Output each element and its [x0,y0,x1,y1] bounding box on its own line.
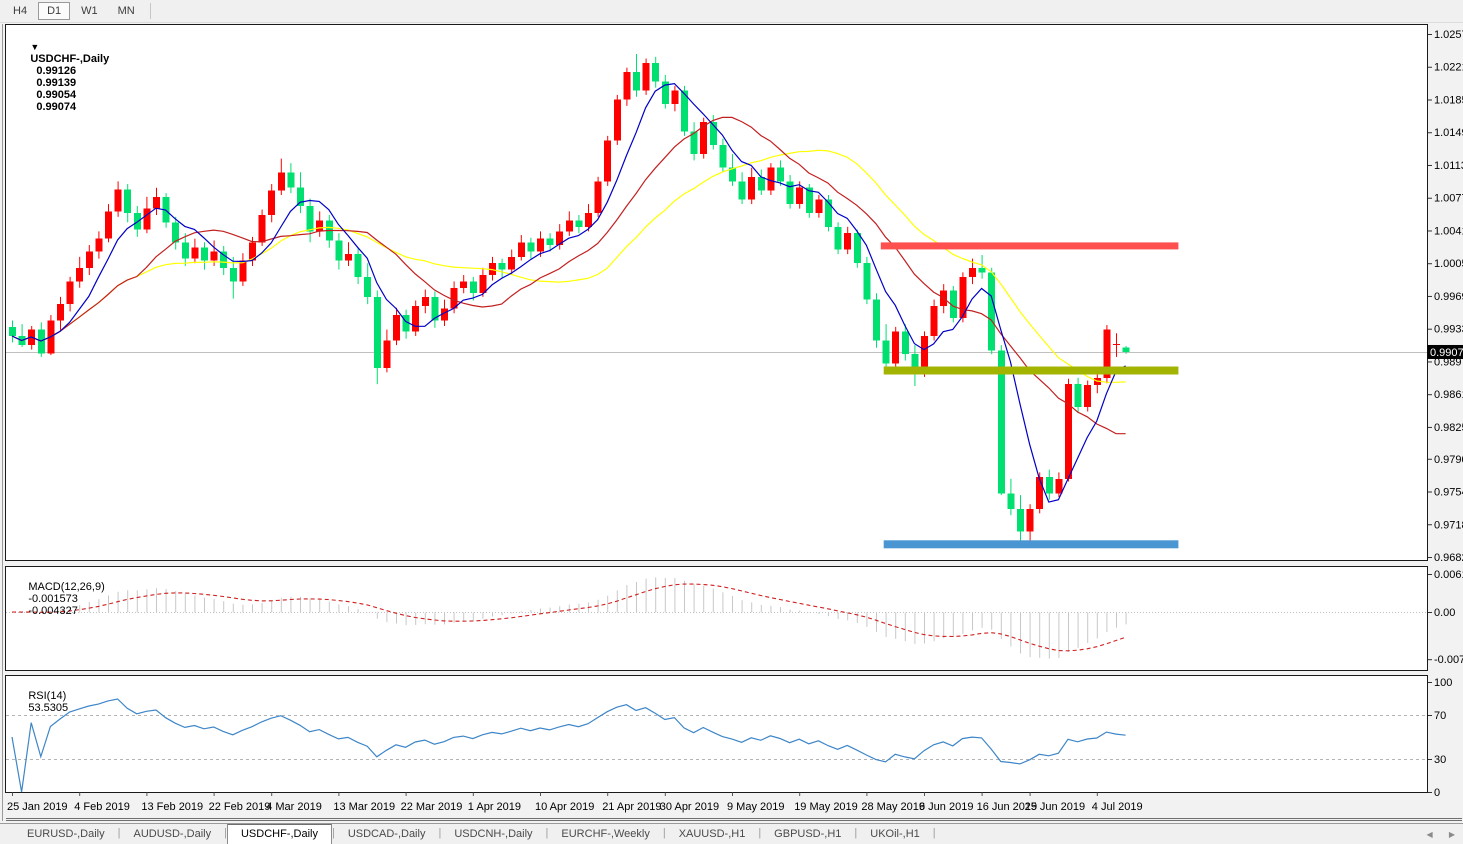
tab-scroll-right-icon[interactable]: ▶ [1448,830,1455,839]
toolbar-separator [149,3,151,19]
svg-text:0.98970: 0.98970 [1434,356,1463,368]
svg-text:0: 0 [1434,787,1440,799]
tab-usdcad-daily[interactable]: USDCAD-,Daily [347,828,426,840]
svg-text:10 Apr 2019: 10 Apr 2019 [535,801,594,813]
svg-text:22 Feb 2019: 22 Feb 2019 [209,801,271,813]
svg-text:13 Mar 2019: 13 Mar 2019 [333,801,395,813]
svg-text:0.97540: 0.97540 [1434,487,1463,499]
svg-text:9 May 2019: 9 May 2019 [727,801,784,813]
resistance-line [880,242,1179,250]
svg-text:0.99074: 0.99074 [1430,347,1463,359]
tab-ukoil-h1[interactable]: UKOil-,H1 [870,828,920,840]
svg-text:1.01130: 1.01130 [1434,160,1463,172]
timeframe-button-w1[interactable]: W1 [81,5,98,17]
tab-audusd-daily[interactable]: AUDUSD-,Daily [133,828,212,840]
drawn-level-lines [880,242,1179,549]
timeframe-button-d1[interactable]: D1 [38,2,71,20]
svg-text:1.01850: 1.01850 [1434,94,1463,106]
svg-text:16 Jun 2019: 16 Jun 2019 [977,801,1038,813]
tab-scroll-left-icon[interactable]: ◀ [1426,830,1433,839]
tab-separator: | [854,827,858,839]
svg-text:100: 100 [1434,677,1452,689]
macd-signal-line [11,583,1126,652]
pane-frames [2,24,1462,821]
svg-text:13 Feb 2019: 13 Feb 2019 [141,801,203,813]
price-axis: 1.02570 1.02210 1.01850 1.01490 1.01130 1.007… [1427,29,1463,564]
svg-text:28 May 2019: 28 May 2019 [861,801,925,813]
tab-usdcnh-daily[interactable]: USDCNH-,Daily [454,828,533,840]
macd-pane: 0.00613 0.00 -0.00761 [6,569,1463,666]
timeframe-button-h4[interactable]: H4 [13,5,28,17]
chart-area[interactable]: 1.02570 1.02210 1.01850 1.01490 1.01130 1.007… [0,23,1463,823]
svg-text:6 Jun 2019: 6 Jun 2019 [919,801,973,813]
current-price-tag: 0.99074 [1427,344,1463,359]
svg-text:1.00770: 1.00770 [1434,193,1463,205]
date-axis: 25 Jan 2019 4 Feb 2019 13 Feb 2019 22 Feb 2… [7,792,1143,813]
tab-eurusd-daily[interactable]: EURUSD-,Daily [27,828,105,840]
tab-separator: | [224,827,227,839]
svg-text:0.00: 0.00 [1434,607,1455,619]
svg-text:25 Jun 2019: 25 Jun 2019 [1025,801,1086,813]
svg-text:70: 70 [1434,710,1446,722]
tab-scroll-arrows: ◀ ▶ [1412,830,1455,839]
timeframe-toolbar: H4 D1 W1 MN [0,0,1463,23]
svg-text:1.02570: 1.02570 [1434,29,1463,41]
svg-text:1.02210: 1.02210 [1434,62,1463,74]
tab-separator: | [438,827,442,839]
svg-text:25 Jan 2019: 25 Jan 2019 [7,801,68,813]
svg-text:1.00050: 1.00050 [1434,258,1463,270]
svg-text:4 Jul 2019: 4 Jul 2019 [1092,801,1143,813]
svg-text:0.96820: 0.96820 [1434,552,1463,564]
svg-text:4 Mar 2019: 4 Mar 2019 [266,801,322,813]
svg-text:0.98250: 0.98250 [1434,422,1463,434]
svg-text:21 Apr 2019: 21 Apr 2019 [602,801,661,813]
tab-eurchf-weekly[interactable]: EURCHF-,Weekly [561,828,650,840]
svg-text:0.97180: 0.97180 [1434,519,1463,531]
tab-separator: | [331,827,335,839]
ma-fast-line [11,82,1126,503]
tab-usdchf-daily[interactable]: USDCHF-,Daily [226,824,332,844]
svg-text:4 Feb 2019: 4 Feb 2019 [74,801,130,813]
svg-text:0.97900: 0.97900 [1434,454,1463,466]
tab-separator: | [117,827,121,839]
tab-separator: | [662,827,666,839]
tab-separator: | [545,827,549,839]
svg-text:1.00410: 1.00410 [1434,225,1463,237]
svg-text:1.01490: 1.01490 [1434,127,1463,139]
rsi-pane: 100 70 30 0 [6,677,1452,799]
svg-text:1 Apr 2019: 1 Apr 2019 [468,801,521,813]
tab-xauusd-h1[interactable]: XAUUSD-,H1 [678,828,746,840]
svg-text:30 Apr 2019: 30 Apr 2019 [660,801,719,813]
tab-gbpusd-h1[interactable]: GBPUSD-,H1 [774,828,842,840]
tab-separator: | [758,827,762,839]
mid-support-line [883,366,1179,375]
svg-text:0.99330: 0.99330 [1434,324,1463,336]
tab-separator: | [932,827,936,839]
chart-canvas[interactable]: 1.02570 1.02210 1.01850 1.01490 1.01130 1.007… [0,23,1463,823]
svg-text:0.98610: 0.98610 [1434,389,1463,401]
chart-tab-bar: EURUSD-,Daily | AUDUSD-,Daily | USDCHF-,Dail… [0,823,1463,844]
svg-text:22 Mar 2019: 22 Mar 2019 [401,801,463,813]
svg-text:0.00613: 0.00613 [1434,569,1463,581]
svg-text:30: 30 [1434,754,1446,766]
rsi-line [11,698,1126,793]
timeframe-button-mn[interactable]: MN [117,5,135,17]
svg-text:-0.00761: -0.00761 [1434,654,1463,666]
support-line [883,540,1179,549]
svg-text:19 May 2019: 19 May 2019 [794,801,858,813]
svg-text:0.99690: 0.99690 [1434,291,1463,303]
